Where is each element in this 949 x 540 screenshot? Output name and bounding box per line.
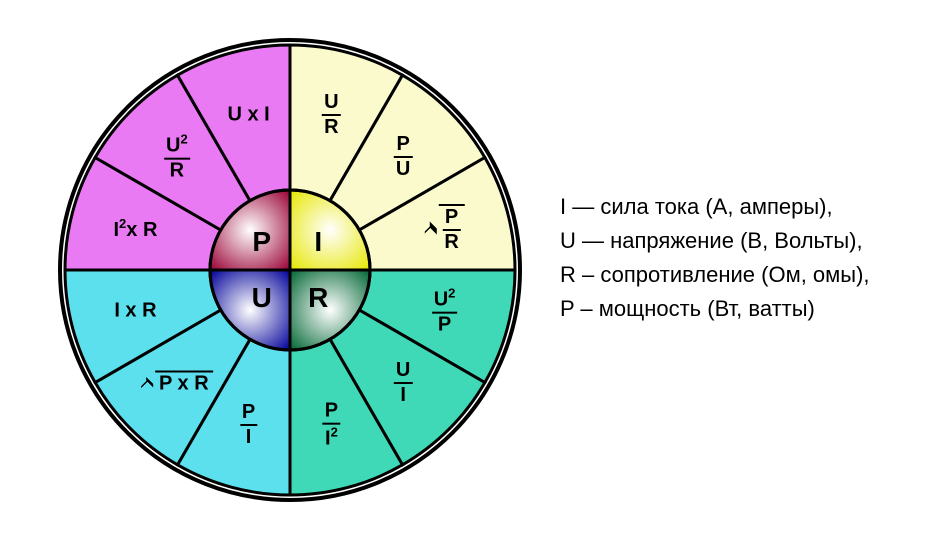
hub-letter-I: I (314, 226, 322, 258)
wheel-svg (50, 30, 530, 510)
legend-sym: R (560, 262, 576, 287)
legend-sym: P (560, 296, 574, 321)
legend-desc: мощность (Вт, ватты) (599, 296, 815, 321)
hub-letter-R: R (308, 282, 328, 314)
legend-row-R: R – сопротивление (Ом, омы), (560, 258, 870, 292)
formula-wheel: URPUPRU2PUIPI2PIP x RI x RI2x RU2RU x II… (50, 30, 530, 515)
legend-row-U: U — напряжение (В, Вольты), (560, 224, 870, 258)
legend-sym: U (560, 228, 576, 253)
hub-letter-P: P (252, 226, 271, 258)
legend-desc: сила тока (А, амперы), (600, 194, 832, 219)
hub-letter-U: U (252, 282, 272, 314)
legend: I — сила тока (А, амперы), U — напряжени… (560, 190, 870, 326)
legend-row-P: P – мощность (Вт, ватты) (560, 292, 870, 326)
legend-row-I: I — сила тока (А, амперы), (560, 190, 870, 224)
legend-desc: напряжение (В, Вольты), (610, 228, 863, 253)
legend-desc: сопротивление (Ом, омы), (600, 262, 869, 287)
